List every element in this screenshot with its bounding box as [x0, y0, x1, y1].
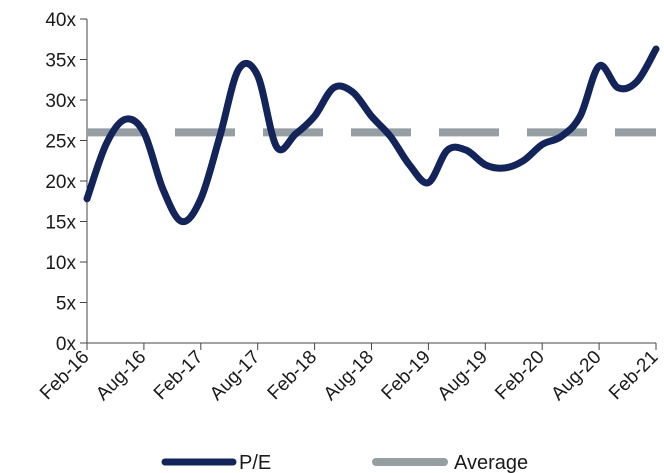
legend-label-p-e: P/E	[239, 452, 271, 473]
legend: P/E Average	[161, 452, 528, 473]
y-tick-label: 25x	[45, 132, 76, 153]
y-tick-label: 35x	[45, 51, 76, 72]
x-tick-label: Aug-16	[92, 347, 150, 405]
x-tick-label: Feb-20	[491, 347, 548, 404]
x-tick-label: Feb-19	[378, 347, 435, 404]
y-tick-label: 30x	[45, 91, 76, 112]
x-tick-label: Aug-20	[547, 347, 605, 405]
y-tick-label: 10x	[45, 253, 76, 274]
y-tick-label: 40x	[45, 10, 76, 31]
y-tick-label: 5x	[56, 294, 77, 315]
y-axis: 0x 5x 10x 15x 20x 25x 30x 35x 40x	[45, 10, 88, 355]
x-tick-label: Feb-18	[264, 347, 321, 404]
x-tick-label: Feb-21	[605, 347, 662, 404]
y-tick-label: 15x	[45, 213, 76, 234]
x-tick-label: Aug-18	[320, 347, 378, 405]
x-tick-label: Aug-19	[434, 347, 492, 405]
legend-label-average: Average	[454, 452, 528, 473]
y-tick-label: 0x	[56, 334, 77, 355]
y-tick-label: 20x	[45, 172, 76, 193]
x-tick-label: Aug-17	[206, 347, 264, 405]
x-tick-label: Feb-16	[36, 347, 93, 404]
series-line-p-e	[83, 45, 660, 226]
x-tick-label: Feb-17	[150, 347, 207, 404]
series-layer	[83, 45, 660, 226]
